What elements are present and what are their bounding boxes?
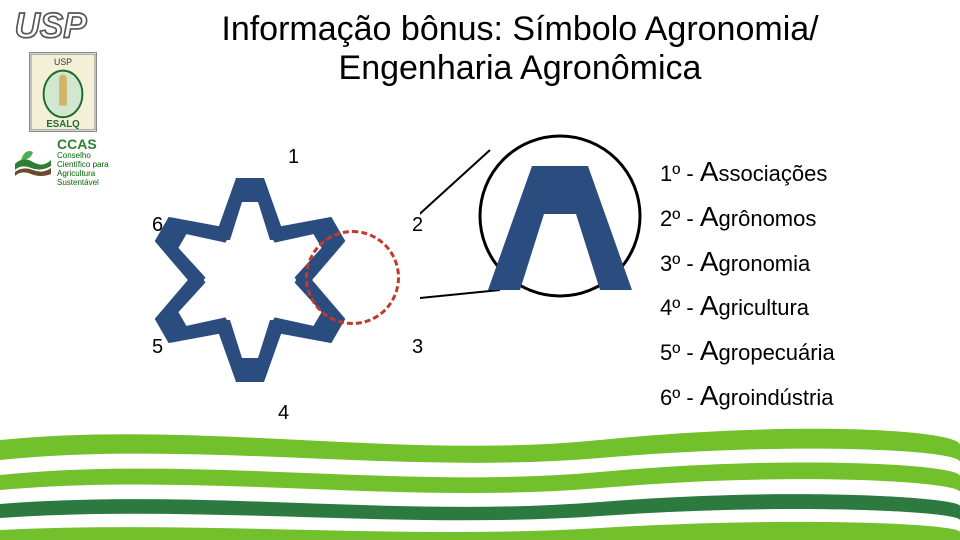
legend-row-5: 5º - Agropecuária bbox=[660, 329, 950, 374]
sidebar-logos: USP USP ESALQ CCAS Conselho Científico p… bbox=[8, 6, 118, 186]
legend-word-1: ssociações bbox=[719, 161, 828, 186]
hex-label-6: 6 bbox=[152, 214, 163, 237]
hex-label-5: 5 bbox=[152, 336, 163, 359]
esalq-logo: USP ESALQ bbox=[29, 52, 97, 132]
callout-enlarged-a bbox=[420, 130, 620, 300]
legend-list: 1º - Associações 2º - Agrônomos 3º - Agr… bbox=[660, 150, 950, 419]
hex-label-1: 1 bbox=[288, 146, 299, 169]
hex-label-3: 3 bbox=[412, 336, 423, 359]
usp-text: USP bbox=[15, 7, 88, 46]
ccas-text: CCAS Conselho Científico para Agricultur… bbox=[57, 137, 113, 188]
usp-logo: USP bbox=[13, 6, 113, 46]
slide-title: Informação bônus: Símbolo Agronomia/ Eng… bbox=[170, 10, 870, 88]
footer-waves bbox=[0, 420, 960, 540]
svg-text:ESALQ: ESALQ bbox=[46, 119, 80, 130]
highlight-circle bbox=[305, 230, 400, 325]
legend-row-6: 6º - Agroindústria bbox=[660, 374, 950, 419]
ccas-logo: CCAS Conselho Científico para Agricultur… bbox=[13, 138, 113, 186]
legend-row-1: 1º - Associações bbox=[660, 150, 950, 195]
legend-row-3: 3º - Agronomia bbox=[660, 240, 950, 285]
legend-row-2: 2º - Agrônomos bbox=[660, 195, 950, 240]
legend-row-4: 4º - Agricultura bbox=[660, 284, 950, 329]
svg-text:USP: USP bbox=[54, 57, 72, 67]
